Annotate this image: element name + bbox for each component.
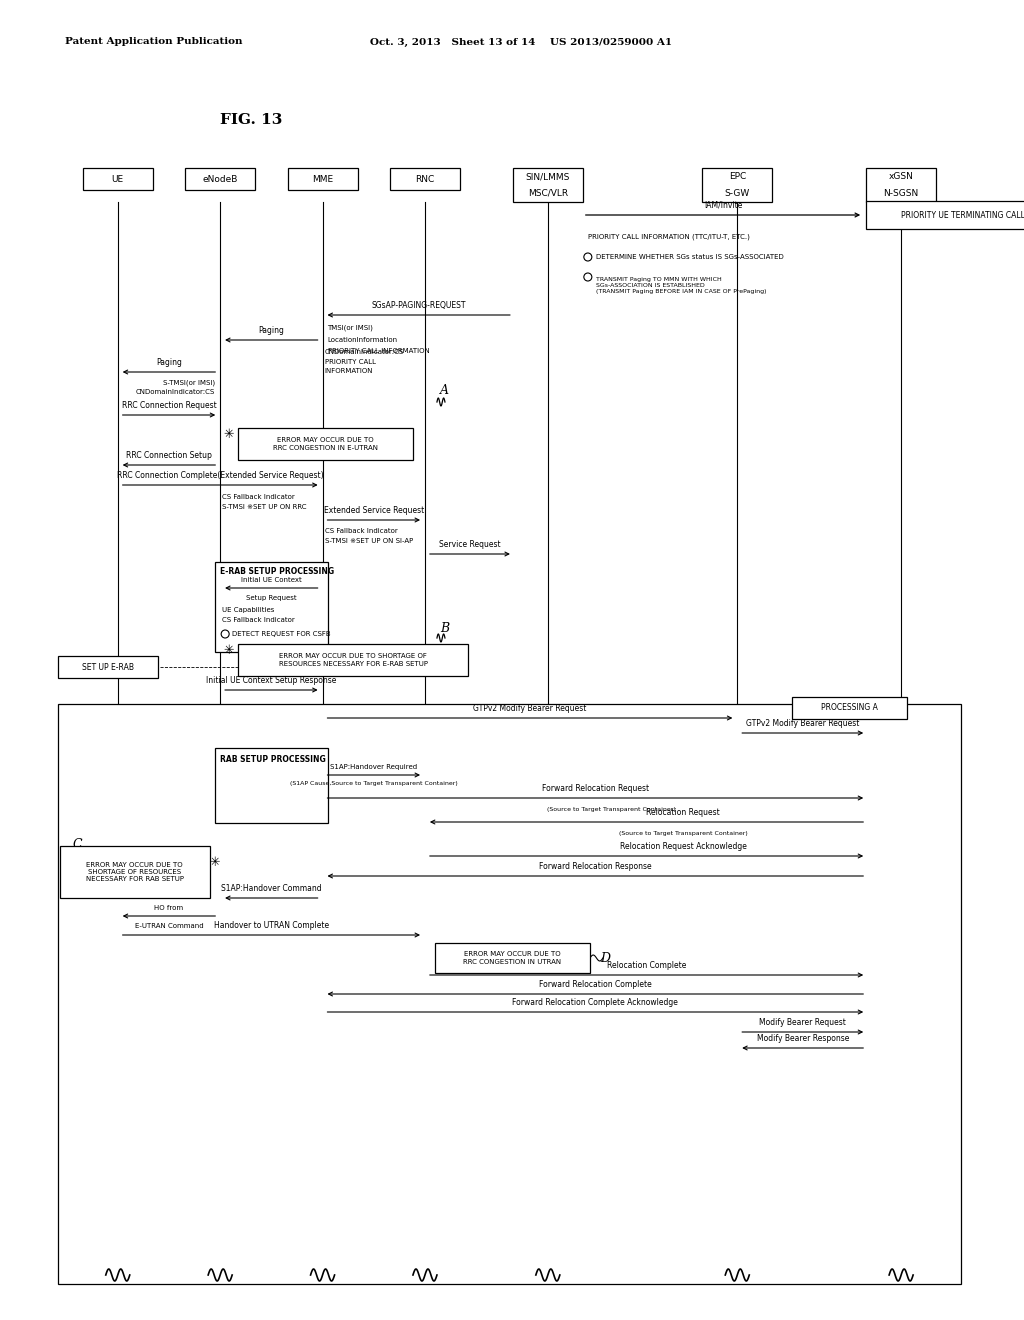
Text: Relocation Request: Relocation Request — [646, 808, 720, 817]
Text: GTPv2 Modify Bearer Request: GTPv2 Modify Bearer Request — [473, 704, 587, 713]
Text: Service Request: Service Request — [439, 540, 501, 549]
Text: Patent Application Publication: Patent Application Publication — [65, 37, 243, 46]
Text: xGSN: xGSN — [889, 172, 913, 181]
Bar — [288, 168, 357, 190]
Text: S-TMSI ※SET UP ON RRC: S-TMSI ※SET UP ON RRC — [222, 504, 306, 510]
Text: E-UTRAN Command: E-UTRAN Command — [134, 923, 204, 929]
Text: Handover to UTRAN Complete: Handover to UTRAN Complete — [214, 921, 329, 931]
Text: Extended Service Request: Extended Service Request — [324, 506, 424, 515]
Text: SGsAP-PAGING-REQUEST: SGsAP-PAGING-REQUEST — [372, 301, 466, 310]
Text: S1AP:Handover Required: S1AP:Handover Required — [330, 764, 418, 770]
Text: Forward Relocation Request: Forward Relocation Request — [542, 784, 649, 793]
Text: FIG. 13: FIG. 13 — [220, 114, 283, 127]
Text: Initial UE Context Setup Response: Initial UE Context Setup Response — [206, 676, 337, 685]
Text: EPC: EPC — [729, 172, 745, 181]
Bar — [185, 168, 255, 190]
Text: LocationInformation: LocationInformation — [328, 337, 397, 343]
Text: RRC Connection Request: RRC Connection Request — [122, 401, 216, 411]
Text: RRC Connection Complete(Extended Service Request): RRC Connection Complete(Extended Service… — [117, 471, 324, 480]
Text: HO from: HO from — [155, 906, 183, 911]
Bar — [390, 168, 460, 190]
Bar — [59, 846, 210, 898]
Text: Relocation Complete: Relocation Complete — [607, 961, 686, 970]
Text: DETECT REQUEST FOR CSFB: DETECT REQUEST FOR CSFB — [232, 631, 331, 638]
Text: N-SGSN: N-SGSN — [884, 189, 919, 198]
Text: SIN/LMMS: SIN/LMMS — [525, 172, 570, 181]
Text: CS Fallback Indicator: CS Fallback Indicator — [222, 494, 295, 500]
Text: Paging: Paging — [156, 358, 182, 367]
Text: UE Capabilities: UE Capabilities — [222, 607, 274, 612]
Text: RNC: RNC — [416, 174, 434, 183]
Text: ✳: ✳ — [223, 644, 233, 656]
Bar — [793, 697, 907, 719]
Text: MME: MME — [312, 174, 333, 183]
Text: CNDomainIndicator:CS: CNDomainIndicator:CS — [136, 389, 215, 395]
Text: B: B — [440, 622, 450, 635]
Text: Forward Relocation Response: Forward Relocation Response — [539, 862, 651, 871]
Text: UE: UE — [112, 174, 124, 183]
Text: TMSI(or IMSI): TMSI(or IMSI) — [328, 325, 374, 331]
Text: CS Fallback Indicator: CS Fallback Indicator — [222, 616, 295, 623]
Text: PROCESSING A: PROCESSING A — [821, 704, 879, 713]
Text: Relocation Request Acknowledge: Relocation Request Acknowledge — [620, 842, 746, 851]
Text: Forward Relocation Complete: Forward Relocation Complete — [539, 979, 651, 989]
Bar — [83, 168, 153, 190]
Text: IAM/Invite: IAM/Invite — [703, 201, 742, 210]
Text: INFORMATION: INFORMATION — [325, 368, 373, 374]
Text: ERROR MAY OCCUR DUE TO
RRC CONGESTION IN E-UTRAN: ERROR MAY OCCUR DUE TO RRC CONGESTION IN… — [273, 437, 378, 450]
Text: ERROR MAY OCCUR DUE TO
SHORTAGE OF RESOURCES
NECESSARY FOR RAB SETUP: ERROR MAY OCCUR DUE TO SHORTAGE OF RESOU… — [86, 862, 183, 882]
Text: A: A — [440, 384, 449, 396]
Bar — [57, 656, 158, 678]
Text: CNDomainIndicator:CS: CNDomainIndicator:CS — [325, 348, 403, 355]
Text: E-RAB SETUP PROCESSING: E-RAB SETUP PROCESSING — [220, 568, 334, 577]
Text: S1AP:Handover Command: S1AP:Handover Command — [221, 884, 322, 894]
Text: PRIORITY CALL: PRIORITY CALL — [325, 359, 376, 366]
Text: (Source to Target Transparent Container): (Source to Target Transparent Container) — [548, 808, 676, 813]
Text: ERROR MAY OCCUR DUE TO SHORTAGE OF
RESOURCES NECESSARY FOR E-RAB SETUP: ERROR MAY OCCUR DUE TO SHORTAGE OF RESOU… — [279, 653, 428, 667]
Text: Modify Bearer Request: Modify Bearer Request — [759, 1018, 846, 1027]
Text: CS Fallback Indicator: CS Fallback Indicator — [325, 528, 397, 535]
Text: DETERMINE WHETHER SGs status IS SGs-ASSOCIATED: DETERMINE WHETHER SGs status IS SGs-ASSO… — [596, 253, 783, 260]
Text: TRANSMIT Paging TO MMN WITH WHICH
SGs-ASSOCIATION IS ESTABLISHED
(TRANSMIT Pagin: TRANSMIT Paging TO MMN WITH WHICH SGs-AS… — [596, 277, 766, 293]
Bar — [215, 748, 328, 822]
Text: Setup Request: Setup Request — [246, 595, 297, 601]
Text: RRC Connection Setup: RRC Connection Setup — [126, 451, 212, 459]
Text: PRIORITY CALL INFORMATION (TTC/ITU-T, ETC.): PRIORITY CALL INFORMATION (TTC/ITU-T, ET… — [588, 234, 750, 240]
Text: S-GW: S-GW — [725, 189, 750, 198]
Text: PRIORITY UE TERMINATING CALL: PRIORITY UE TERMINATING CALL — [901, 210, 1024, 219]
Bar — [513, 168, 583, 202]
Bar — [435, 942, 590, 973]
Text: RAB SETUP PROCESSING: RAB SETUP PROCESSING — [220, 755, 326, 764]
Bar — [239, 644, 468, 676]
Text: (S1AP Cause,Source to Target Transparent Container): (S1AP Cause,Source to Target Transparent… — [290, 781, 458, 785]
Bar — [239, 428, 413, 459]
Text: Oct. 3, 2013   Sheet 13 of 14    US 2013/0259000 A1: Oct. 3, 2013 Sheet 13 of 14 US 2013/0259… — [370, 37, 672, 46]
Text: eNodeB: eNodeB — [203, 174, 238, 183]
Text: MSC/VLR: MSC/VLR — [527, 189, 568, 198]
Text: SET UP E-RAB: SET UP E-RAB — [82, 663, 134, 672]
Text: (Source to Target Transparent Container): (Source to Target Transparent Container) — [618, 832, 748, 837]
Bar — [215, 562, 328, 652]
Text: C: C — [73, 838, 83, 851]
Text: Paging: Paging — [258, 326, 285, 335]
Bar — [57, 704, 962, 1284]
Text: GTPv2 Modify Bearer Request: GTPv2 Modify Bearer Request — [746, 719, 859, 729]
Text: PRIORITY CALL INFORMATION: PRIORITY CALL INFORMATION — [328, 348, 429, 354]
Text: S-TMSI ※SET UP ON SI-AP: S-TMSI ※SET UP ON SI-AP — [325, 539, 413, 544]
Text: ✳: ✳ — [223, 429, 233, 441]
Text: Forward Relocation Complete Acknowledge: Forward Relocation Complete Acknowledge — [512, 998, 678, 1007]
Text: ERROR MAY OCCUR DUE TO
RRC CONGESTION IN UTRAN: ERROR MAY OCCUR DUE TO RRC CONGESTION IN… — [464, 952, 561, 965]
Bar — [702, 168, 772, 202]
Text: ✳: ✳ — [210, 855, 220, 869]
Text: Initial UE Context: Initial UE Context — [241, 577, 302, 583]
Text: S-TMSI(or IMSI): S-TMSI(or IMSI) — [163, 380, 215, 387]
Text: Modify Bearer Response: Modify Bearer Response — [757, 1034, 849, 1043]
Bar — [866, 201, 1024, 228]
Bar — [866, 168, 936, 202]
Text: D: D — [600, 952, 610, 965]
